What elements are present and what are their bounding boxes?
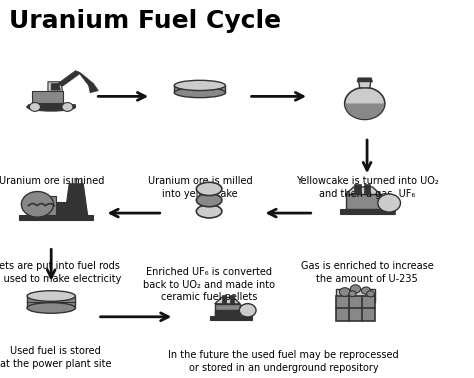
Ellipse shape <box>27 103 75 111</box>
Circle shape <box>62 102 73 112</box>
Polygon shape <box>210 316 252 319</box>
Polygon shape <box>336 289 375 302</box>
Polygon shape <box>78 71 93 85</box>
Ellipse shape <box>196 182 222 195</box>
Ellipse shape <box>196 194 222 207</box>
Ellipse shape <box>196 205 222 218</box>
Polygon shape <box>19 215 92 220</box>
Polygon shape <box>359 81 371 88</box>
Polygon shape <box>392 209 394 214</box>
Circle shape <box>349 291 356 297</box>
Text: Gas is enriched to increase
the amount of U-235: Gas is enriched to increase the amount o… <box>301 261 433 284</box>
Wedge shape <box>345 104 384 119</box>
Text: Pellets are put into fuel rods
and used to make electricity: Pellets are put into fuel rods and used … <box>0 261 121 284</box>
Polygon shape <box>32 91 63 102</box>
Polygon shape <box>336 296 375 321</box>
Circle shape <box>21 192 54 217</box>
Circle shape <box>29 102 40 112</box>
Polygon shape <box>355 184 361 194</box>
Text: In the future the used fuel may be reprocessed
or stored in an underground repos: In the future the used fuel may be repro… <box>168 350 399 373</box>
Ellipse shape <box>174 87 226 98</box>
Circle shape <box>339 288 350 296</box>
Polygon shape <box>27 296 75 308</box>
Polygon shape <box>346 194 381 209</box>
Polygon shape <box>357 78 373 82</box>
Polygon shape <box>364 184 370 194</box>
Polygon shape <box>65 184 88 215</box>
Polygon shape <box>28 104 74 107</box>
Circle shape <box>239 304 256 317</box>
Ellipse shape <box>174 80 226 90</box>
Polygon shape <box>340 209 394 214</box>
Text: Used fuel is stored
at the power plant site: Used fuel is stored at the power plant s… <box>0 346 111 369</box>
Polygon shape <box>230 295 235 304</box>
Text: Uranium ore is milled
into yellowcake: Uranium ore is milled into yellowcake <box>147 176 252 199</box>
Circle shape <box>366 291 374 297</box>
Polygon shape <box>49 202 84 215</box>
Polygon shape <box>346 187 381 194</box>
Polygon shape <box>215 304 240 316</box>
Polygon shape <box>215 297 240 304</box>
Circle shape <box>378 194 401 212</box>
Circle shape <box>345 87 385 119</box>
Polygon shape <box>215 310 240 316</box>
Polygon shape <box>58 71 81 86</box>
Text: Uranium Fuel Cycle: Uranium Fuel Cycle <box>9 9 282 33</box>
Ellipse shape <box>27 303 75 313</box>
Polygon shape <box>222 295 226 304</box>
Polygon shape <box>48 82 63 91</box>
Ellipse shape <box>27 291 75 301</box>
Text: Enriched UF₆ is converted
back to UO₂ and made into
ceramic fuel pellets: Enriched UF₆ is converted back to UO₂ an… <box>143 267 275 302</box>
Polygon shape <box>384 209 386 214</box>
Circle shape <box>350 285 361 293</box>
Text: Uranium ore is mined: Uranium ore is mined <box>0 176 104 186</box>
Polygon shape <box>89 84 98 93</box>
Text: Yellowcake is turned into UO₂
and then a gas, UF₆: Yellowcake is turned into UO₂ and then a… <box>296 176 438 199</box>
Polygon shape <box>27 196 56 215</box>
Polygon shape <box>51 84 60 90</box>
Polygon shape <box>174 85 226 93</box>
Circle shape <box>362 287 371 294</box>
